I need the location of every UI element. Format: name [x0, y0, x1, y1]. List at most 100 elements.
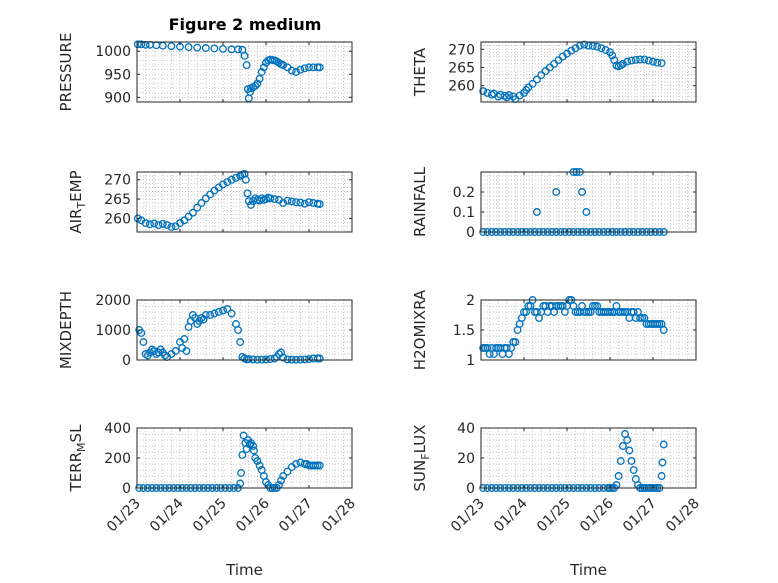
y-axis-label: SUNFLUX — [411, 425, 432, 492]
data-point — [227, 175, 236, 184]
y-tick-label: 260 — [104, 211, 131, 227]
data-point — [158, 219, 167, 228]
data-point — [240, 51, 249, 60]
data-point — [253, 79, 262, 88]
data-point — [180, 335, 189, 343]
data-point — [197, 199, 206, 207]
data-point — [150, 219, 159, 228]
data-point — [219, 44, 227, 53]
y-tick-label: 2000 — [95, 293, 131, 309]
data-point — [253, 457, 262, 465]
data-point — [532, 208, 541, 216]
y-axis-label: AIRTEMP — [67, 170, 88, 233]
y-tick-label: 0.2 — [453, 185, 475, 201]
data-point — [182, 347, 191, 355]
data-point — [614, 472, 623, 480]
data-point — [627, 457, 636, 465]
data-point — [223, 305, 232, 313]
subplot-rainfall: 0 0.1 0.2 RAINFALL — [411, 166, 697, 241]
data-point — [238, 451, 247, 459]
data-point — [658, 458, 667, 467]
data-point — [582, 208, 591, 216]
data-point — [618, 442, 627, 450]
data-point — [627, 56, 636, 65]
data-point — [616, 457, 625, 465]
data-point — [141, 350, 150, 358]
axes-box — [480, 41, 697, 103]
y-tick-label: 400 — [104, 421, 131, 437]
data-point — [266, 194, 275, 203]
axes-box — [136, 171, 353, 233]
data-point — [262, 355, 270, 364]
y-tick-label: 1000 — [95, 323, 131, 339]
y-axis-label: TERRMSL — [67, 424, 88, 493]
data-point — [236, 479, 245, 488]
y-axis-label: PRESSURE — [57, 33, 75, 112]
data-point — [219, 306, 227, 315]
data-point — [300, 64, 309, 73]
y-tick-label: 265 — [448, 60, 475, 76]
data-point — [241, 175, 250, 184]
data-point — [578, 188, 586, 196]
data-point — [236, 338, 245, 346]
y-axis-label: MIXDEPTH — [57, 291, 75, 369]
data-point — [300, 199, 309, 208]
data-point — [139, 338, 148, 346]
data-point — [623, 57, 632, 66]
data-point — [511, 338, 520, 346]
data-series — [479, 40, 666, 104]
data-point — [601, 46, 610, 54]
y-tick-label: 0 — [122, 481, 131, 497]
plot-area — [481, 42, 696, 102]
y-tick-label: 270 — [448, 42, 475, 58]
data-series — [133, 169, 324, 231]
data-point — [296, 198, 305, 207]
data-point — [250, 446, 258, 455]
y-tick-label: 2 — [466, 293, 475, 309]
data-point — [167, 42, 176, 51]
data-point — [597, 44, 606, 53]
data-point — [315, 461, 324, 470]
data-point — [210, 44, 219, 53]
data-point — [653, 58, 662, 67]
data-point — [505, 91, 513, 100]
data-point — [640, 55, 649, 64]
data-point — [188, 208, 197, 217]
data-point — [277, 476, 285, 485]
data-point — [305, 198, 313, 207]
y-axis-label: THETA — [411, 47, 429, 97]
data-point — [292, 68, 301, 76]
data-point — [237, 469, 246, 477]
data-point — [479, 87, 488, 96]
data-point — [137, 40, 146, 49]
data-point — [588, 42, 597, 50]
data-point — [219, 180, 227, 189]
data-point — [251, 81, 260, 90]
data-point — [199, 315, 208, 324]
subplot-h2omixra: 1 1.5 2 H2OMIXRA — [411, 289, 697, 370]
data-point — [270, 195, 279, 204]
data-point — [249, 355, 258, 364]
data-point — [649, 57, 657, 66]
data-point — [257, 68, 266, 76]
data-point — [283, 355, 292, 364]
data-point — [206, 311, 215, 319]
data-point — [315, 354, 324, 363]
data-point — [636, 55, 645, 64]
data-point — [201, 311, 210, 319]
data-point — [171, 347, 180, 355]
figure-title: Figure 2 medium — [169, 15, 322, 34]
y-tick-label: 0 — [466, 225, 475, 241]
y-tick-label: 200 — [104, 451, 131, 467]
subplot-airtemp: 260 265 270 AIRTEMP — [67, 169, 353, 234]
data-point — [279, 353, 288, 362]
subplot-theta: 260 265 270 THETA — [411, 40, 697, 104]
data-point — [580, 40, 589, 49]
data-point — [552, 188, 561, 196]
data-point — [234, 326, 242, 334]
data-point — [279, 199, 288, 207]
subplot-mixdepth: 0 1000 2000 MIXDEPTH — [57, 291, 353, 369]
data-point — [262, 195, 270, 204]
